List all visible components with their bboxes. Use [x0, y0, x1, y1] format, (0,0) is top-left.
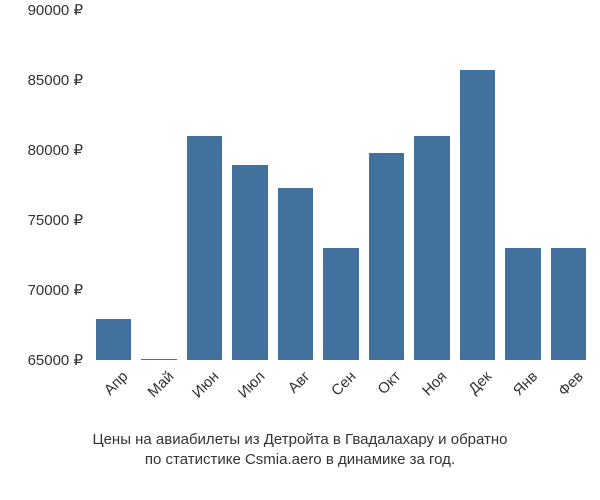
x-tick-label: Дек — [466, 368, 496, 398]
x-tick-label: Фев — [555, 368, 587, 400]
bar — [187, 136, 222, 360]
x-tick-label: Янв — [510, 368, 541, 399]
y-tick-label: 70000 ₽ — [28, 281, 91, 299]
x-tick-label: Июн — [189, 368, 222, 401]
y-tick-label: 90000 ₽ — [28, 1, 91, 19]
price-bar-chart: 65000 ₽ 70000 ₽ 75000 ₽ 80000 ₽ 85000 ₽ 90000… — [0, 0, 600, 500]
bar — [278, 188, 313, 360]
bar — [414, 136, 449, 360]
chart-caption: Цены на авиабилеты из Детройта в Гвадала… — [0, 430, 600, 471]
bar — [323, 248, 358, 360]
plot-area: 65000 ₽70000 ₽75000 ₽80000 ₽85000 ₽90000… — [90, 10, 591, 361]
bar — [232, 165, 267, 360]
bar — [551, 248, 586, 360]
bar — [460, 70, 495, 360]
x-tick-label: Май — [144, 368, 177, 401]
y-tick-label: 65000 ₽ — [28, 351, 91, 369]
y-tick-label: 85000 ₽ — [28, 71, 91, 89]
bar — [96, 319, 131, 360]
bar — [369, 153, 404, 360]
x-tick-label: Окт — [375, 368, 405, 398]
x-tick-label: Июл — [235, 368, 269, 402]
x-tick-label: Апр — [101, 368, 132, 399]
x-tick-label: Ноя — [419, 368, 450, 399]
y-tick-label: 75000 ₽ — [28, 211, 91, 229]
bar — [505, 248, 540, 360]
x-tick-label: Сен — [328, 368, 359, 399]
bar — [141, 359, 176, 360]
x-tick-label: Авг — [285, 368, 314, 397]
caption-line: по статистике Csmia.aero в динамике за г… — [0, 450, 600, 470]
caption-line: Цены на авиабилеты из Детройта в Гвадала… — [0, 430, 600, 450]
y-tick-label: 80000 ₽ — [28, 141, 91, 159]
